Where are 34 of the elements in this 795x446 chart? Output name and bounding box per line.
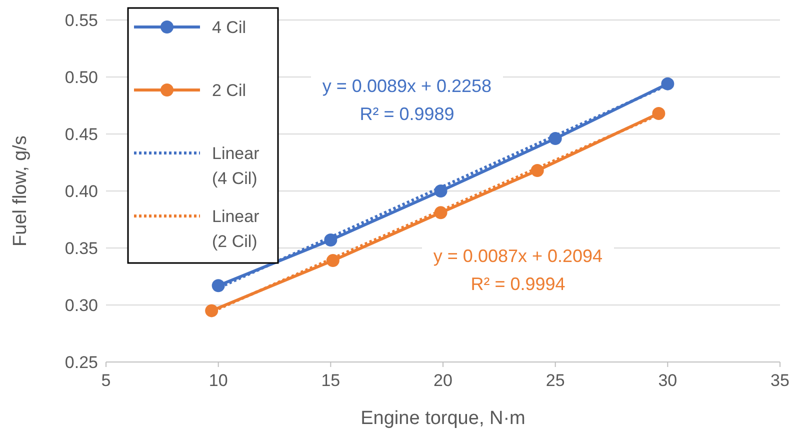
x-tick-label: 25 xyxy=(546,371,565,390)
point xyxy=(530,164,544,177)
point xyxy=(548,132,562,146)
legend-label: Linear (2 Cil) xyxy=(212,207,260,251)
point xyxy=(434,184,448,198)
x-tick-label: 10 xyxy=(208,371,228,390)
annotation: y = 0.0089x + 0.2258 xyxy=(322,76,492,96)
legend-label: Linear (4 Cil) xyxy=(212,144,260,188)
y-tick-label: 0.45 xyxy=(64,125,98,144)
x-axis-title: Engine torque, N·m xyxy=(360,408,526,429)
y-axis-title: Fuel flow, g/s xyxy=(10,136,31,246)
y-tick-label: 0.30 xyxy=(64,296,98,315)
y-tick-label: 0.35 xyxy=(64,239,98,258)
x-tick-label: 20 xyxy=(434,371,452,390)
legend-label: 4 Cil xyxy=(212,18,246,37)
point xyxy=(434,206,448,220)
x-tick-label: 5 xyxy=(101,371,111,390)
annotation: R² = 0.9989 xyxy=(360,104,454,124)
y-tick-label: 0.25 xyxy=(64,353,98,372)
x-tick-label: 15 xyxy=(321,371,340,390)
legend-label: 2 Cil xyxy=(212,81,246,100)
y-tick-label: 0.40 xyxy=(64,182,98,201)
x-tick-label: 30 xyxy=(658,371,678,390)
annotation: y = 0.0087x + 0.2094 xyxy=(433,246,603,266)
y-tick-label: 0.55 xyxy=(64,11,98,30)
point xyxy=(205,304,218,318)
y-tick-label: 0.50 xyxy=(64,68,98,87)
point xyxy=(324,234,338,247)
point xyxy=(212,279,225,292)
point xyxy=(652,106,666,120)
point xyxy=(661,77,674,90)
x-tick-label: 35 xyxy=(770,371,790,390)
point xyxy=(326,254,340,268)
annotation: R² = 0.9994 xyxy=(470,274,566,294)
